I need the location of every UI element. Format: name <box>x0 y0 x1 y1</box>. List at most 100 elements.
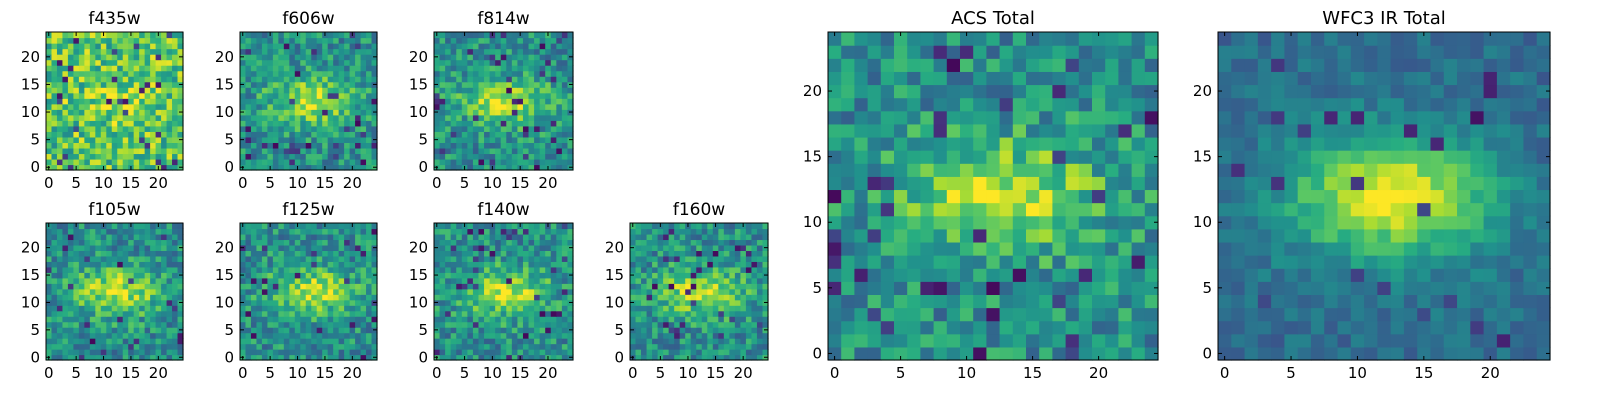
heatmap-cell <box>489 299 496 306</box>
heatmap-cell <box>133 164 140 171</box>
heatmap-cell <box>327 70 334 77</box>
heatmap-cell <box>89 32 96 39</box>
heatmap-cell <box>51 316 58 323</box>
heatmap-cell <box>500 98 507 105</box>
heatmap-cell <box>316 349 323 356</box>
heatmap-cell <box>506 147 513 155</box>
heatmap-cell <box>300 70 307 77</box>
axes-frame <box>45 31 184 171</box>
heatmap-cell <box>161 343 168 350</box>
heatmap-cell <box>67 48 74 55</box>
heatmap-cell <box>478 316 485 323</box>
x-tick-label: 5 <box>265 174 275 192</box>
heatmap-cell <box>674 261 681 268</box>
heatmap-cell <box>51 32 58 39</box>
heatmap-cell <box>316 120 323 127</box>
heatmap-cell <box>250 223 258 230</box>
heatmap-cell <box>528 338 535 345</box>
heatmap-cell <box>122 164 129 171</box>
heatmap-cell <box>155 338 162 345</box>
heatmap-cell <box>567 131 574 138</box>
heatmap-cell <box>172 228 179 235</box>
heatmap-cell <box>467 288 474 295</box>
heatmap-cell <box>478 261 485 268</box>
heatmap-cell <box>472 239 480 246</box>
heatmap-cell <box>62 125 69 132</box>
heatmap-cell <box>294 103 301 110</box>
heatmap-cell <box>316 316 323 323</box>
heatmap-cell <box>528 277 535 284</box>
heatmap-cell <box>1039 215 1053 230</box>
heatmap-cell <box>696 349 703 356</box>
heatmap-cell <box>338 70 345 77</box>
heatmap-cell <box>245 239 252 246</box>
heatmap-cell <box>718 239 725 246</box>
heatmap-cell <box>461 338 468 345</box>
heatmap-cell <box>366 261 373 268</box>
heatmap-cell <box>278 70 285 77</box>
heatmap-cell <box>322 54 329 61</box>
heatmap-cell <box>327 164 334 171</box>
heatmap-cell <box>261 272 268 279</box>
heatmap-cell <box>461 305 468 312</box>
heatmap-cell <box>1118 176 1133 191</box>
heatmap-cell <box>155 37 162 44</box>
heatmap-cell <box>311 239 318 246</box>
heatmap-cell <box>472 98 480 105</box>
heatmap-cell <box>150 261 157 268</box>
heatmap-cell <box>1012 189 1027 204</box>
heatmap-cell <box>685 255 692 262</box>
heatmap-cell <box>139 343 146 350</box>
heatmap-cell <box>283 283 290 290</box>
heatmap-cell <box>434 332 441 339</box>
heatmap-cell <box>484 37 491 44</box>
heatmap-cell <box>1118 268 1133 282</box>
heatmap-cell <box>946 202 961 217</box>
heatmap-cell <box>751 332 758 339</box>
heatmap-cell <box>534 255 541 262</box>
heatmap-cell <box>256 48 263 55</box>
heatmap-cell <box>122 81 129 88</box>
heatmap-cell <box>305 244 312 251</box>
heatmap-cell <box>172 266 179 273</box>
heatmap-cell <box>960 228 974 243</box>
heatmap-cell <box>556 349 563 356</box>
heatmap-cell <box>283 299 290 306</box>
axes-frame <box>433 222 574 361</box>
heatmap-cell <box>461 299 468 306</box>
heatmap-cell <box>511 125 518 132</box>
heatmap-cell <box>139 103 146 110</box>
heatmap-cell <box>434 131 441 138</box>
heatmap-cell <box>46 250 53 257</box>
heatmap-cell <box>484 158 491 166</box>
heatmap-cell <box>828 228 842 243</box>
heatmap-cell <box>894 163 908 177</box>
heatmap-cell <box>434 255 441 262</box>
heatmap-cell <box>245 354 252 361</box>
heatmap-cell <box>46 316 53 323</box>
heatmap-cell <box>635 349 642 356</box>
heatmap-cell <box>1092 307 1106 322</box>
heatmap-cell <box>445 283 452 290</box>
heatmap-cell <box>371 98 378 105</box>
heatmap-cell <box>300 59 307 66</box>
heatmap-cell <box>484 228 491 235</box>
heatmap-cell <box>1144 176 1159 191</box>
heatmap-cell <box>56 299 64 306</box>
heatmap-cell <box>461 92 468 99</box>
heatmap-cell <box>51 223 58 230</box>
heatmap-cell <box>484 120 491 127</box>
heatmap-cell <box>456 142 463 149</box>
heatmap-cell <box>355 114 362 121</box>
heatmap-cell <box>256 316 263 323</box>
heatmap-cell <box>338 332 345 339</box>
heatmap-cell <box>461 70 468 77</box>
heatmap-cell <box>316 272 323 279</box>
heatmap-cell <box>762 250 769 257</box>
heatmap-cell <box>172 32 179 39</box>
heatmap-cell <box>133 266 140 273</box>
heatmap-cell <box>46 283 53 290</box>
heatmap-cell <box>511 92 518 99</box>
heatmap-cell <box>652 349 659 356</box>
